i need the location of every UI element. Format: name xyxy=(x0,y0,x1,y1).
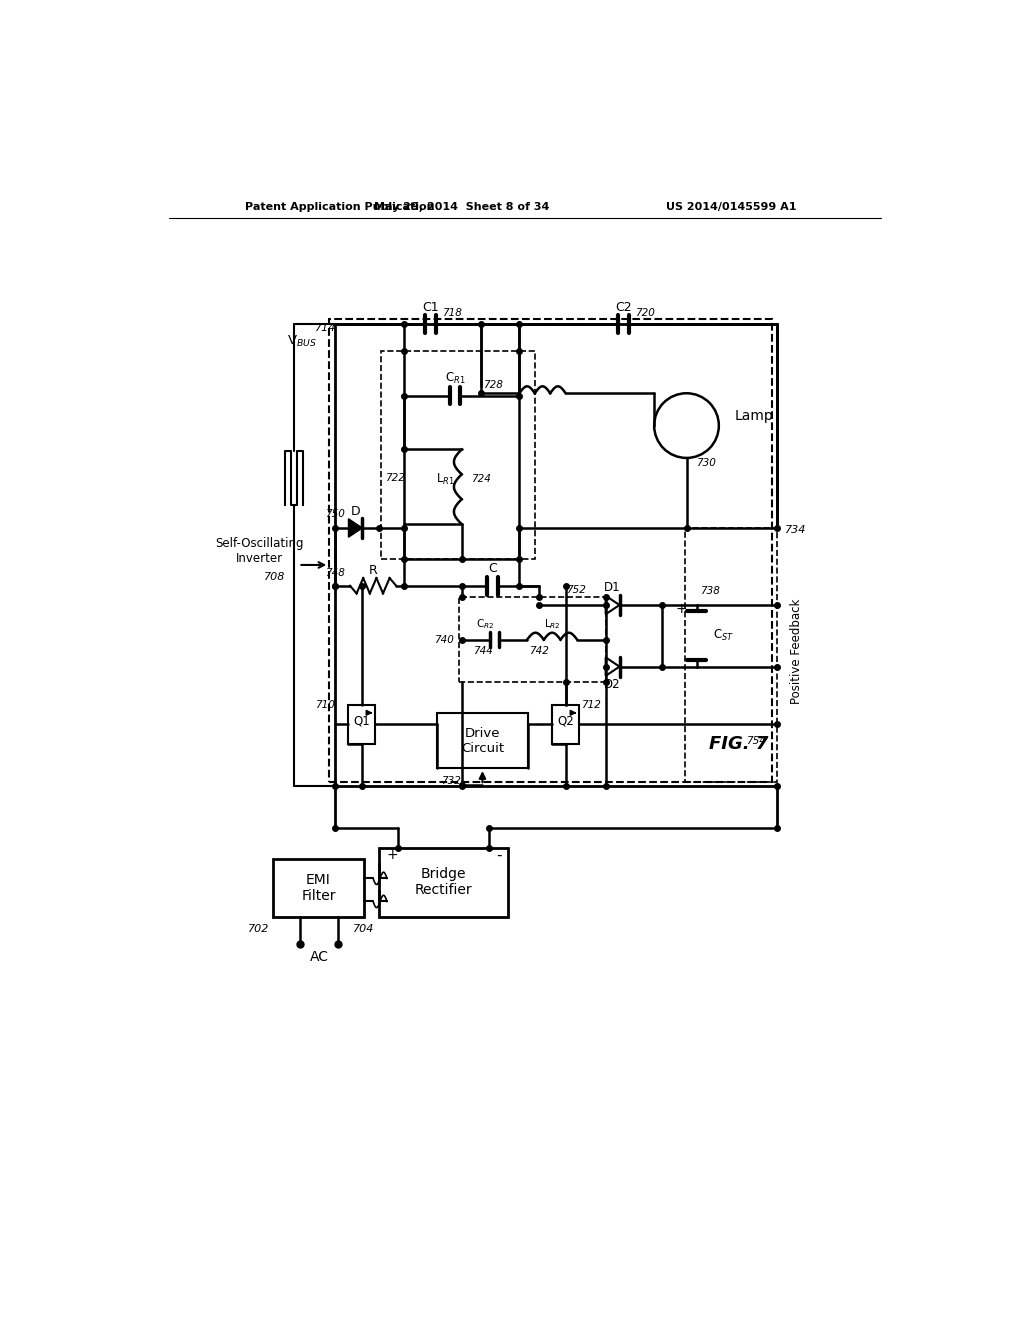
Text: Self-Oscillating: Self-Oscillating xyxy=(216,537,304,550)
Bar xyxy=(330,318,772,781)
Text: D2: D2 xyxy=(604,677,621,690)
Text: C$_{ST}$: C$_{ST}$ xyxy=(714,628,734,643)
Text: 742: 742 xyxy=(528,647,549,656)
Text: 750: 750 xyxy=(325,510,345,519)
Text: +: + xyxy=(386,849,398,862)
Text: 714: 714 xyxy=(315,323,337,333)
Text: 712: 712 xyxy=(581,700,601,710)
Text: Q2: Q2 xyxy=(557,714,574,727)
Polygon shape xyxy=(348,519,362,537)
Bar xyxy=(437,713,528,768)
Bar xyxy=(379,847,508,917)
Text: 738: 738 xyxy=(700,586,720,597)
Text: C2: C2 xyxy=(615,301,632,314)
Text: 740: 740 xyxy=(434,635,454,645)
Bar xyxy=(685,528,777,781)
Text: 702: 702 xyxy=(248,924,269,935)
Bar xyxy=(381,351,535,558)
Text: 710: 710 xyxy=(314,700,335,710)
Text: May 29, 2014  Sheet 8 of 34: May 29, 2014 Sheet 8 of 34 xyxy=(374,202,549,213)
Text: D1: D1 xyxy=(604,581,621,594)
Bar xyxy=(348,705,376,743)
Text: EMI
Filter: EMI Filter xyxy=(301,873,336,903)
Text: 722: 722 xyxy=(385,473,404,483)
Text: 730: 730 xyxy=(695,458,716,467)
Text: V$_{BUS}$: V$_{BUS}$ xyxy=(287,334,316,350)
Text: AC: AC xyxy=(309,950,329,964)
Bar xyxy=(552,705,580,743)
Text: D: D xyxy=(350,504,360,517)
Text: 728: 728 xyxy=(483,380,503,389)
Text: Drive
Circuit: Drive Circuit xyxy=(461,726,504,755)
Bar xyxy=(273,859,364,917)
Bar xyxy=(460,597,605,682)
Text: Q1: Q1 xyxy=(353,714,370,727)
Text: Bridge
Rectifier: Bridge Rectifier xyxy=(415,867,472,898)
Text: 720: 720 xyxy=(635,308,654,318)
Text: 734: 734 xyxy=(785,525,807,536)
Text: R: R xyxy=(369,564,378,577)
Text: 718: 718 xyxy=(442,308,462,318)
Polygon shape xyxy=(605,657,620,676)
Text: Positive Feedback: Positive Feedback xyxy=(791,598,803,704)
Text: C$_{R1}$: C$_{R1}$ xyxy=(445,371,466,387)
Text: 744: 744 xyxy=(473,647,494,656)
Text: Inverter: Inverter xyxy=(237,552,284,565)
Text: US 2014/0145599 A1: US 2014/0145599 A1 xyxy=(666,202,797,213)
Text: 754: 754 xyxy=(745,737,766,746)
Text: C$_{R2}$: C$_{R2}$ xyxy=(475,618,494,631)
Text: -: - xyxy=(496,847,502,863)
Polygon shape xyxy=(605,595,620,614)
Text: +: + xyxy=(675,602,687,616)
Text: L$_{R1}$: L$_{R1}$ xyxy=(436,473,455,487)
Text: C1: C1 xyxy=(423,301,439,314)
Text: 752: 752 xyxy=(566,585,587,594)
Text: Patent Application Publication: Patent Application Publication xyxy=(245,202,434,213)
Text: L$_{R2}$: L$_{R2}$ xyxy=(544,618,561,631)
Text: 748: 748 xyxy=(325,569,345,578)
Text: C: C xyxy=(488,562,497,576)
Text: 708: 708 xyxy=(264,572,285,582)
Text: 704: 704 xyxy=(353,924,375,935)
Text: Lamp: Lamp xyxy=(734,409,773,424)
Text: 732: 732 xyxy=(441,776,461,785)
Text: 724: 724 xyxy=(471,474,490,484)
Text: FIG. 7: FIG. 7 xyxy=(710,735,769,752)
